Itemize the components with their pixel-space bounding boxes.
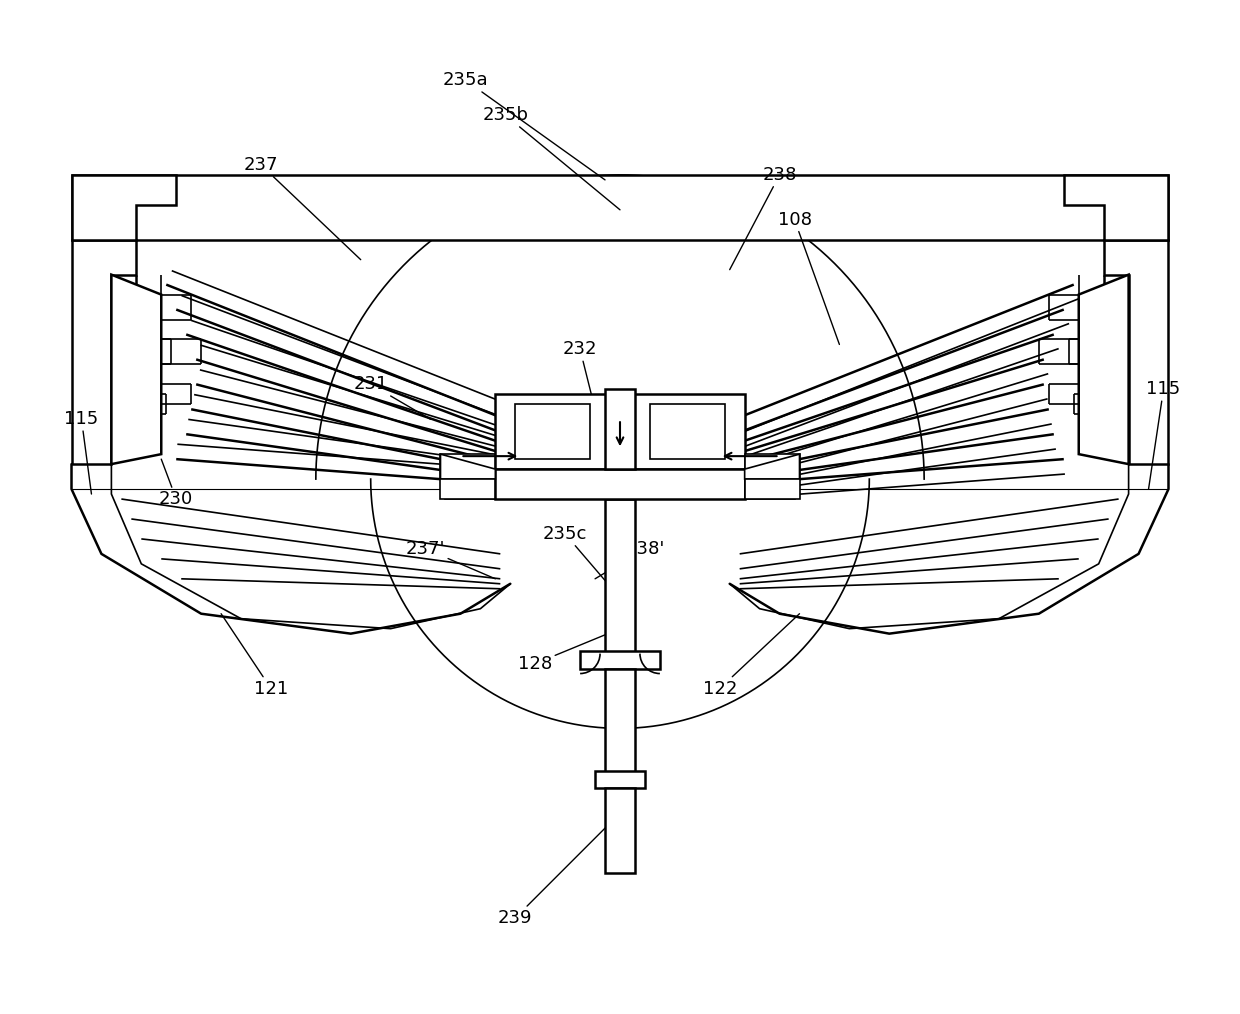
Bar <box>445 479 495 499</box>
Bar <box>605 499 635 654</box>
Text: 231: 231 <box>353 375 430 419</box>
Bar <box>440 454 495 479</box>
Polygon shape <box>72 174 176 239</box>
Bar <box>745 479 795 499</box>
Text: 237: 237 <box>244 156 361 260</box>
Text: 232: 232 <box>563 341 598 410</box>
Polygon shape <box>1079 275 1128 464</box>
Polygon shape <box>112 275 161 464</box>
Bar <box>72 174 1168 239</box>
Bar <box>605 668 635 774</box>
Polygon shape <box>1104 239 1168 464</box>
Text: 108: 108 <box>777 211 839 345</box>
Text: 121: 121 <box>221 613 288 698</box>
Bar <box>580 651 660 668</box>
Bar <box>745 454 800 479</box>
Bar <box>495 469 745 499</box>
Text: 115: 115 <box>64 411 99 494</box>
Text: 237': 237' <box>405 539 495 579</box>
Text: 238: 238 <box>729 166 797 270</box>
Polygon shape <box>440 454 495 479</box>
Text: 238': 238' <box>595 539 665 579</box>
Polygon shape <box>440 479 495 499</box>
Text: 235c: 235c <box>543 525 625 603</box>
Bar <box>495 394 745 469</box>
Bar <box>650 405 724 459</box>
Text: 235a: 235a <box>443 71 605 179</box>
Polygon shape <box>745 454 800 479</box>
Text: 122: 122 <box>703 613 800 698</box>
Text: 239: 239 <box>498 813 620 927</box>
Text: 235b: 235b <box>482 106 620 210</box>
Bar <box>516 405 590 459</box>
Bar <box>595 772 645 788</box>
Text: 128: 128 <box>518 629 620 672</box>
Polygon shape <box>1064 174 1168 239</box>
Text: 230: 230 <box>159 459 193 508</box>
Polygon shape <box>72 239 136 464</box>
Text: 115: 115 <box>1147 380 1180 489</box>
Bar <box>605 389 635 469</box>
Polygon shape <box>745 479 800 499</box>
Bar <box>605 788 635 873</box>
